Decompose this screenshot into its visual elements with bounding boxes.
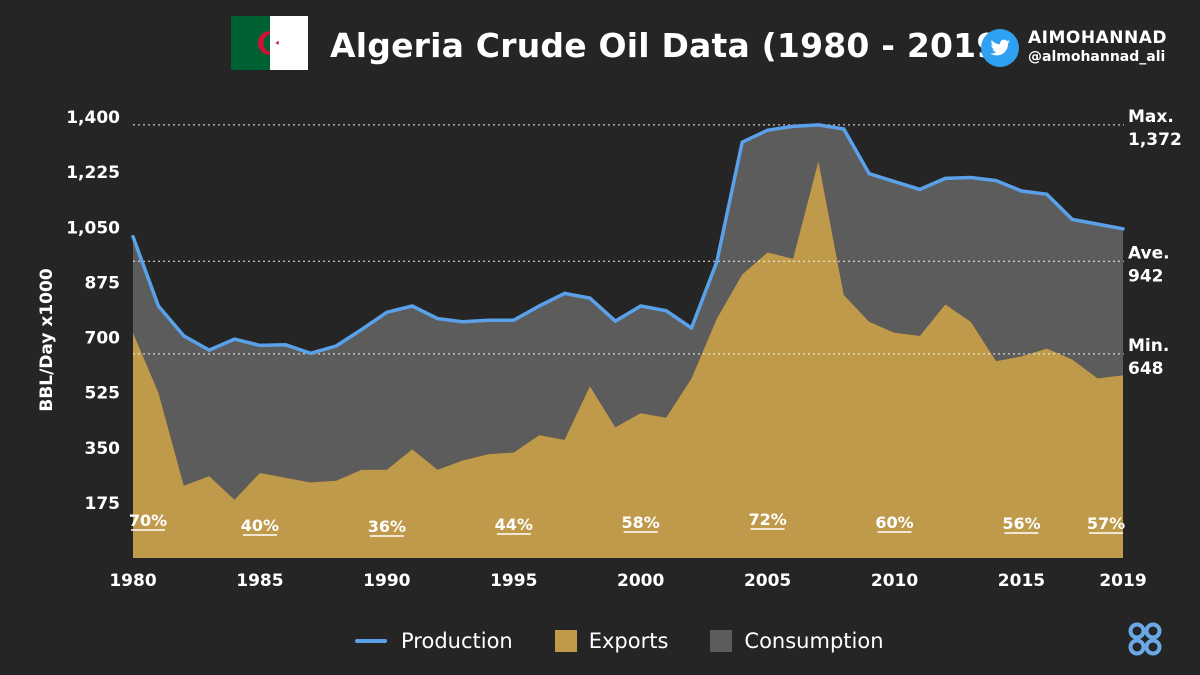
production-point (1121, 227, 1125, 231)
y-tick-label: 175 (85, 494, 121, 514)
brand-name: AIMOHANNAD (1028, 28, 1167, 48)
x-tick-label: 2015 (998, 571, 1045, 591)
brand-handle[interactable]: @almohannad_ali (1028, 49, 1166, 65)
legend-item-exports[interactable]: Exports (554, 629, 669, 653)
production-point (1096, 222, 1100, 226)
production-point (232, 337, 237, 341)
export-share-label: 36% (368, 517, 406, 536)
export-share-label: 60% (875, 513, 913, 532)
exports-area (133, 161, 1123, 558)
opec-logo-icon (1128, 622, 1162, 656)
y-tick-label: 1,225 (66, 163, 120, 183)
production-point (918, 187, 922, 192)
production-point (689, 326, 694, 330)
reference-value-min: 648 (1128, 359, 1164, 379)
export-share-label: 70% (129, 511, 167, 530)
y-axis-label: BBL/Day x1000 (37, 268, 57, 411)
export-share-label: 44% (495, 515, 533, 534)
export-share-label: 56% (1002, 514, 1040, 533)
production-point (639, 304, 643, 308)
production-point (309, 351, 313, 355)
y-tick-label: 1,400 (66, 108, 120, 128)
production-point (1070, 217, 1074, 221)
production-point (461, 320, 465, 324)
x-tick-label: 1985 (236, 571, 283, 591)
production-point (842, 127, 846, 131)
legend-label-consumption: Consumption (744, 629, 884, 653)
production-point (994, 179, 998, 183)
y-tick-label: 525 (85, 384, 121, 404)
production-point (816, 123, 820, 127)
production-point (258, 343, 262, 347)
legend-label-production: Production (401, 629, 513, 653)
production-point (410, 304, 414, 308)
production-point (969, 175, 973, 180)
reference-label-max: Max. (1128, 107, 1174, 127)
production-point (562, 291, 567, 295)
exports-swatch (554, 630, 577, 652)
legend-label-exports: Exports (588, 629, 669, 653)
legend-item-production[interactable]: Production (355, 629, 513, 653)
production-point (766, 128, 770, 132)
y-tick-label: 875 (85, 273, 121, 293)
legend: Production Exports Consumption (355, 624, 926, 658)
x-tick-label: 2010 (871, 571, 918, 591)
x-tick-label: 2019 (1099, 571, 1146, 591)
x-tick-label: 2000 (617, 571, 664, 591)
consumption-swatch (710, 630, 733, 652)
production-point (867, 172, 871, 176)
algeria-flag-icon (231, 16, 308, 70)
production-point (664, 309, 668, 313)
reference-value-ave: 942 (1128, 266, 1164, 286)
production-point (486, 318, 490, 322)
export-share-label: 58% (622, 513, 660, 532)
production-point (182, 334, 186, 338)
production-point (588, 296, 592, 300)
y-tick-label: 1,050 (66, 218, 120, 238)
production-point (613, 319, 617, 323)
x-tick-label: 1990 (363, 571, 410, 591)
consumption-area (133, 124, 1123, 500)
x-tick-label: 1995 (490, 571, 537, 591)
production-point (334, 344, 338, 348)
y-tick-label: 700 (85, 329, 121, 349)
export-share-label: 57% (1087, 514, 1125, 533)
x-tick-label: 2005 (744, 571, 791, 591)
production-point (359, 328, 364, 332)
production-point (436, 317, 440, 321)
chart-title: Algeria Crude Oil Data (1980 - 2019) (330, 26, 1015, 65)
twitter-bird-icon[interactable] (980, 28, 1020, 68)
production-point (1045, 192, 1049, 196)
export-share-label: 72% (748, 510, 786, 529)
production-point (207, 348, 211, 352)
production-point (156, 304, 160, 308)
legend-item-consumption[interactable]: Consumption (710, 629, 884, 653)
production-point (385, 310, 389, 314)
production-point (892, 179, 897, 184)
production-line (131, 123, 1125, 356)
export-share-label: 40% (241, 516, 279, 535)
production-point (791, 124, 795, 129)
production-point (131, 235, 135, 239)
production-point (943, 176, 947, 181)
reference-value-max: 1,372 (1128, 130, 1182, 150)
x-tick-label: 1980 (109, 571, 156, 591)
production-point (715, 260, 719, 264)
production-point (740, 140, 744, 144)
reference-label-min: Min. (1128, 336, 1169, 356)
production-point (1019, 189, 1024, 193)
y-tick-label: 350 (85, 439, 121, 459)
production-swatch (355, 639, 387, 643)
reference-label-ave: Ave. (1128, 243, 1170, 263)
production-point (512, 318, 516, 322)
production-point (537, 304, 541, 308)
production-point (283, 343, 287, 347)
